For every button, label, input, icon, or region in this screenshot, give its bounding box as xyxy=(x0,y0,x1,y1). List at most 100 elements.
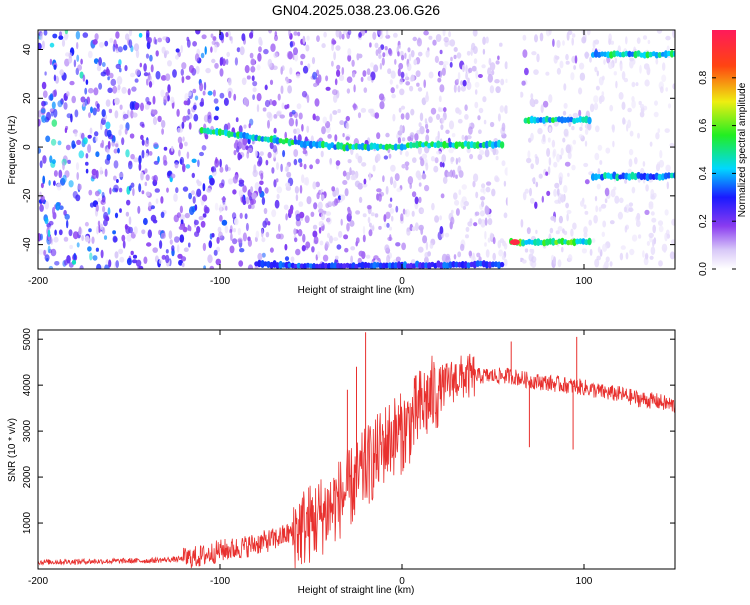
noise-cell xyxy=(384,46,388,51)
noise-cell xyxy=(288,30,291,37)
noise-cell xyxy=(461,184,467,190)
noise-cell xyxy=(153,36,157,45)
noise-cell xyxy=(423,30,429,36)
signal-mark xyxy=(672,172,675,179)
signal-mark xyxy=(275,137,280,145)
noise-cell xyxy=(95,247,99,252)
noise-cell xyxy=(453,192,458,200)
noise-cell xyxy=(256,64,261,71)
noise-cell xyxy=(657,128,661,134)
noise-cell xyxy=(385,30,389,37)
noise-cell xyxy=(196,188,202,197)
noise-cell xyxy=(460,243,465,251)
noise-cell xyxy=(221,219,228,226)
noise-cell xyxy=(584,179,590,185)
noise-cell xyxy=(567,172,570,177)
noise-cell xyxy=(201,194,208,202)
noise-cell xyxy=(485,249,490,258)
noise-cell xyxy=(138,155,142,164)
noise-cell xyxy=(161,120,166,128)
noise-cell xyxy=(629,248,635,256)
noise-cell xyxy=(411,191,417,198)
noise-cell xyxy=(157,156,160,163)
noise-cell xyxy=(610,40,615,45)
noise-cell xyxy=(604,198,608,204)
noise-cell xyxy=(61,39,66,47)
noise-cell xyxy=(470,47,473,56)
noise-cell xyxy=(385,185,389,195)
noise-cell xyxy=(620,245,626,250)
noise-cell xyxy=(284,104,288,110)
noise-cell xyxy=(258,46,262,53)
noise-cell xyxy=(487,67,492,76)
signal-mark xyxy=(369,142,374,150)
noise-cell xyxy=(107,207,111,215)
noise-cell xyxy=(453,54,457,60)
noise-cell xyxy=(130,182,135,188)
noise-cell xyxy=(269,79,274,86)
noise-cell xyxy=(251,192,257,200)
noise-cell xyxy=(191,190,195,196)
noise-cell xyxy=(331,39,337,45)
noise-cell xyxy=(53,74,57,82)
signal-mark xyxy=(408,262,414,269)
noise-cell xyxy=(566,209,572,215)
noise-cell xyxy=(132,254,138,259)
noise-cell xyxy=(54,261,60,266)
noise-cell xyxy=(346,171,351,181)
noise-cell xyxy=(595,205,599,213)
noise-cell xyxy=(596,70,599,77)
noise-cell xyxy=(165,36,169,43)
noise-cell xyxy=(305,44,310,52)
noise-cell xyxy=(548,94,553,103)
noise-cell xyxy=(505,78,508,83)
noise-cell xyxy=(565,60,570,65)
noise-cell xyxy=(602,220,607,228)
signal-mark xyxy=(587,116,592,125)
noise-cell xyxy=(449,39,456,47)
noise-cell xyxy=(105,121,111,130)
noise-cell xyxy=(268,30,273,34)
noise-cell xyxy=(489,85,495,94)
noise-cell xyxy=(203,81,207,91)
noise-cell xyxy=(362,213,367,218)
noise-cell xyxy=(656,30,663,34)
noise-cell xyxy=(289,41,293,48)
noise-cell xyxy=(607,61,614,70)
noise-cell xyxy=(650,246,656,255)
noise-cell xyxy=(420,158,425,167)
noise-cell xyxy=(385,211,391,219)
noise-cell xyxy=(319,240,324,246)
noise-cell xyxy=(631,186,636,194)
noise-cell xyxy=(113,160,119,169)
noise-cell xyxy=(93,87,99,96)
noise-cell xyxy=(40,195,45,203)
noise-cell xyxy=(152,247,158,253)
noise-cell xyxy=(144,103,150,110)
noise-cell xyxy=(238,260,244,267)
noise-cell xyxy=(216,236,220,244)
noise-cell xyxy=(196,226,201,234)
noise-cell xyxy=(414,133,419,141)
noise-cell xyxy=(457,72,461,80)
colorbar-label: Normalized spectral amplitude xyxy=(737,82,748,217)
noise-cell xyxy=(105,99,111,107)
noise-cell xyxy=(217,226,222,233)
noise-cell xyxy=(225,58,229,65)
noise-cell xyxy=(63,102,68,110)
signal-mark xyxy=(320,262,326,269)
noise-cell xyxy=(338,230,343,238)
noise-cell xyxy=(143,72,149,77)
noise-cell xyxy=(177,136,183,144)
noise-cell xyxy=(238,138,244,146)
noise-cell xyxy=(669,251,675,260)
noise-cell xyxy=(221,197,227,201)
noise-cell xyxy=(596,183,601,190)
noise-cell xyxy=(225,205,228,211)
snr-x-ticks: -200 -100 0 100 xyxy=(28,330,593,587)
noise-cell xyxy=(309,164,313,170)
noise-cell xyxy=(179,205,183,214)
noise-cell xyxy=(138,162,142,171)
noise-cell xyxy=(298,201,304,207)
noise-cell xyxy=(50,138,57,146)
